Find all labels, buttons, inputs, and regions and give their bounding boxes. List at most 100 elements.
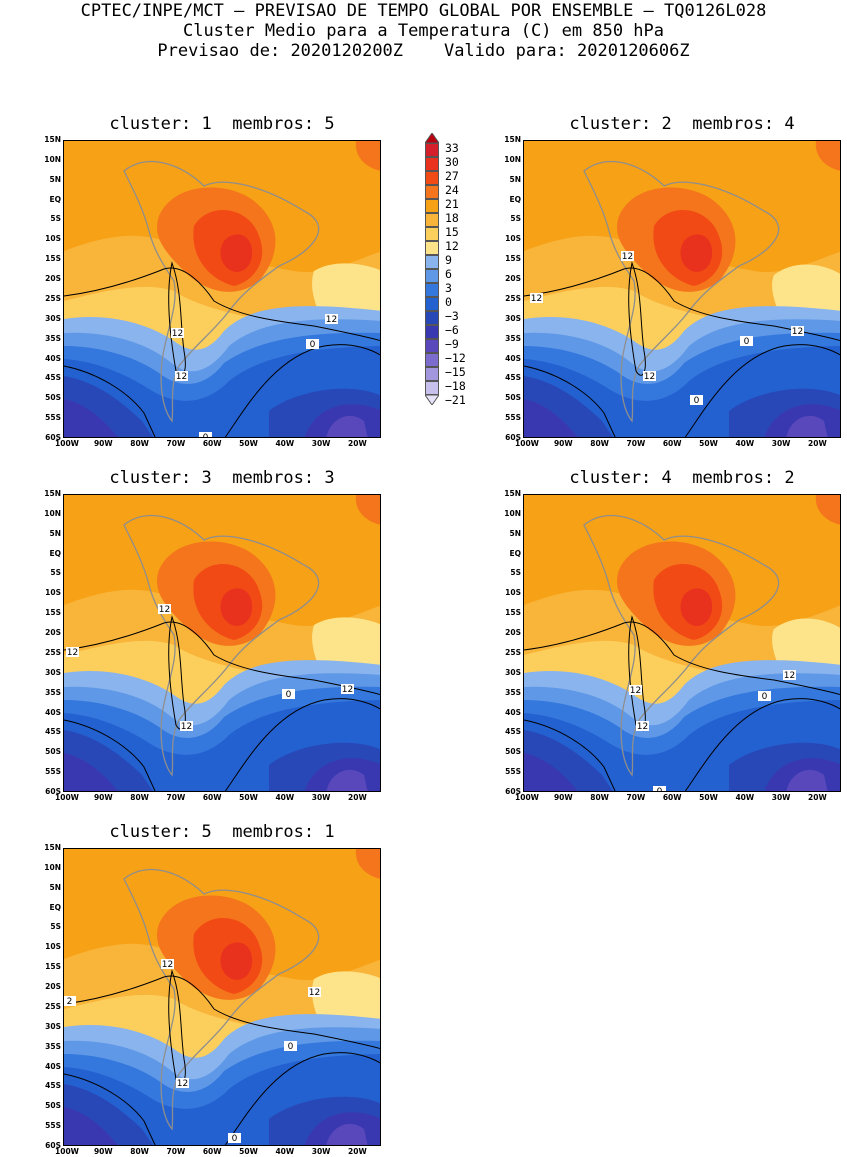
lat-tick-label: 35S bbox=[505, 687, 521, 697]
colorbar-swatch bbox=[425, 213, 439, 227]
contour-label-bg bbox=[199, 432, 212, 437]
lat-tick-label: 5N bbox=[49, 174, 62, 184]
contour-0 bbox=[64, 1052, 380, 1145]
lat-tick-label: 50S bbox=[505, 393, 521, 403]
temperature-map: 12 12 12 12 0 0 bbox=[524, 141, 840, 437]
colorbar-swatch bbox=[425, 283, 439, 297]
header-line-3: Previsao de: 2020120200Z Valido para: 20… bbox=[157, 41, 690, 61]
contour-label: 0 bbox=[203, 433, 209, 438]
colorbar-label: 0 bbox=[445, 295, 452, 309]
colorbar-top-triangle bbox=[425, 133, 439, 143]
lat-tick-label: 30S bbox=[505, 313, 521, 323]
header-line-1: CPTEC/INPE/MCT – PREVISAO DE TEMPO GLOBA… bbox=[80, 1, 767, 21]
lon-tick-label: 40W bbox=[275, 1147, 295, 1156]
colorbar-swatch bbox=[425, 157, 439, 171]
contour-label-bg bbox=[758, 691, 771, 701]
contour-label-bg bbox=[621, 251, 634, 261]
contour-label-bg bbox=[783, 670, 796, 680]
lat-tick-label: 5S bbox=[50, 568, 61, 578]
contour-label: 12 bbox=[159, 605, 170, 615]
contour-label: 12 bbox=[67, 648, 78, 658]
lon-tick-label: 50W bbox=[239, 793, 258, 802]
lat-tick-label: 50S bbox=[45, 393, 61, 403]
lon-tick-label: 50W bbox=[699, 793, 718, 802]
colorbar-label: 33 bbox=[445, 141, 459, 155]
contour-label-bg bbox=[66, 647, 79, 657]
contour-label: 12 bbox=[784, 671, 795, 681]
warm-core-27 bbox=[220, 588, 253, 626]
colorbar-swatch bbox=[425, 143, 439, 157]
lat-tick-label: 10S bbox=[45, 588, 61, 598]
colorbar-top-arrow bbox=[425, 133, 439, 143]
header-line-2: Cluster Medio para a Temperatura (C) em … bbox=[182, 21, 665, 41]
contour-label: 12 bbox=[342, 685, 353, 695]
contour-label-bg bbox=[636, 721, 649, 731]
contour-label-bg bbox=[653, 786, 666, 791]
contour-label-bg bbox=[306, 339, 319, 349]
band-m6-m3 bbox=[64, 376, 380, 437]
lat-tick-label: 45S bbox=[505, 727, 521, 737]
lat-tick-label: 45S bbox=[45, 727, 61, 737]
colorbar-label: −3 bbox=[445, 309, 459, 323]
colorbar-swatch bbox=[425, 297, 439, 311]
lon-tick-label: 80W bbox=[590, 439, 609, 448]
warm-spot-ne bbox=[355, 849, 380, 879]
lon-tick-label: 70W bbox=[166, 439, 186, 448]
lat-tick-label: 20S bbox=[505, 274, 521, 284]
lat-tick-label: 10N bbox=[44, 154, 61, 164]
contour-12 bbox=[524, 267, 840, 341]
lon-tick-label: 100W bbox=[55, 1147, 79, 1156]
lon-tick-label: 40W bbox=[275, 793, 295, 802]
contour-label: 0 bbox=[744, 337, 750, 347]
colorbar-swatch bbox=[425, 227, 439, 241]
lat-tick-label: 15S bbox=[45, 254, 61, 264]
colorbar-label: 6 bbox=[445, 267, 452, 281]
colorbar-label: 12 bbox=[445, 239, 459, 253]
lon-tick-label: 40W bbox=[735, 793, 755, 802]
contour-label: 12 bbox=[177, 1079, 188, 1089]
lon-tick-label: 60W bbox=[662, 439, 682, 448]
lat-tick-label: 40S bbox=[45, 1061, 61, 1071]
panel-title: cluster: 3 membros: 3 bbox=[109, 468, 335, 488]
lon-tick-label: 50W bbox=[239, 1147, 258, 1156]
lat-tick-label: 15S bbox=[45, 962, 61, 972]
lat-tick-label: 15N bbox=[44, 489, 61, 498]
colorbar-label: 18 bbox=[445, 211, 459, 225]
lon-tick-label: 100W bbox=[515, 439, 539, 448]
contour-label: 12 bbox=[531, 294, 542, 304]
band-m12-m9 bbox=[326, 769, 368, 791]
lon-tick-label: 20W bbox=[348, 1147, 367, 1156]
contour-label-bg bbox=[158, 604, 171, 614]
lat-tick-label: 60S bbox=[45, 433, 61, 443]
colorbar-label: −18 bbox=[445, 379, 466, 393]
lat-tick-label: EQ bbox=[509, 548, 522, 558]
lat-tick-label: 5S bbox=[510, 568, 521, 578]
lat-tick-label: 20S bbox=[45, 274, 61, 284]
temperature-map: 12 12 12 12 0 bbox=[64, 495, 380, 791]
lat-tick-label: 15S bbox=[505, 608, 521, 618]
colorbar-swatch bbox=[425, 185, 439, 199]
lon-tick-label: 20W bbox=[808, 793, 827, 802]
lat-tick-label: 15S bbox=[45, 608, 61, 618]
contour-label-bg bbox=[228, 1133, 241, 1143]
lat-tick-label: 25S bbox=[45, 647, 61, 657]
contour-label-bg bbox=[161, 959, 174, 969]
contour-12 bbox=[524, 621, 840, 695]
warm-spot-ne bbox=[815, 495, 840, 525]
warm-core-27 bbox=[680, 234, 713, 272]
contour-label-bg bbox=[629, 685, 642, 695]
temperature-map: 12 2 12 12 0 0 bbox=[64, 849, 380, 1145]
lat-tick-label: 50S bbox=[45, 747, 61, 757]
lon-tick-label: 30W bbox=[771, 439, 791, 448]
lon-tick-label: 100W bbox=[55, 439, 79, 448]
contour-label: 12 bbox=[181, 722, 192, 732]
lat-tick-label: 10N bbox=[504, 508, 521, 518]
colorbar-swatch bbox=[425, 381, 439, 395]
contour-0 bbox=[524, 344, 840, 437]
lat-tick-label: 15N bbox=[44, 135, 61, 144]
lat-tick-label: 15S bbox=[505, 254, 521, 264]
panel-title: cluster: 5 membros: 1 bbox=[109, 822, 335, 842]
lat-tick-label: 60S bbox=[505, 787, 521, 797]
band-m12-m9 bbox=[326, 1123, 368, 1145]
lon-tick-label: 80W bbox=[130, 1147, 149, 1156]
